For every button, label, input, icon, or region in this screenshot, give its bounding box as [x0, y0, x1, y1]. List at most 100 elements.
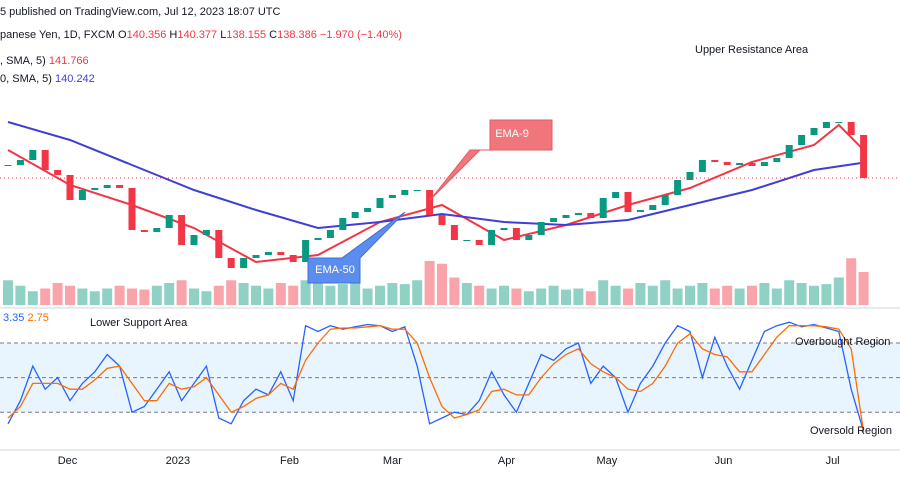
volume-bar — [709, 288, 720, 305]
candle — [78, 190, 86, 200]
volume-bar — [300, 280, 311, 305]
volume-bar — [251, 285, 261, 305]
volume-bar — [238, 283, 249, 305]
volume-bar — [102, 288, 113, 305]
candle — [773, 158, 781, 162]
volume-bar — [821, 284, 832, 305]
candle — [202, 230, 210, 235]
candle — [810, 128, 818, 135]
volume-bar — [15, 285, 26, 305]
volume-bar — [127, 288, 137, 305]
ohlc-header: panese Yen, 1D, FXCM O140.356 H140.377 L… — [0, 29, 402, 41]
volume-bar — [635, 283, 646, 305]
candle — [215, 230, 223, 258]
legend-name: 0, SMA, 5) — [0, 73, 52, 85]
volume-bar — [833, 277, 844, 305]
candle — [525, 235, 533, 240]
candle — [760, 162, 768, 166]
candle — [165, 215, 173, 228]
x-tick-label: Jul — [826, 455, 840, 467]
volume-bar — [759, 283, 770, 305]
stoch-line — [7, 325, 865, 433]
callout-box — [307, 211, 406, 284]
ema-line — [7, 121, 864, 230]
volume-bar — [362, 288, 373, 305]
volume-bar — [412, 280, 423, 305]
candle — [289, 255, 297, 262]
candle — [240, 258, 248, 268]
callout-ema50: EMA-50 — [307, 211, 406, 284]
candle — [550, 218, 558, 222]
candle — [178, 215, 186, 245]
candle — [153, 228, 161, 232]
candle — [314, 238, 322, 240]
candle — [401, 190, 409, 195]
candle — [612, 192, 620, 198]
annotation: Overbought Region — [795, 336, 890, 348]
candle — [426, 190, 434, 215]
candle — [227, 258, 235, 268]
volume-bar — [598, 280, 609, 305]
volume-bar — [523, 291, 534, 305]
candle — [4, 165, 12, 166]
volume-bar — [114, 285, 125, 305]
legend-ema50: 0, SMA, 5) 140.242 — [0, 73, 95, 85]
volume-bar — [337, 284, 348, 305]
published: 5 published on TradingView.com, Jul 12, … — [0, 6, 281, 18]
x-tick-label: May — [597, 455, 618, 467]
volume-bar — [499, 285, 509, 305]
callout-text: EMA-9 — [495, 128, 529, 140]
candle — [488, 230, 496, 245]
candle — [835, 122, 843, 123]
annotation: Lower Support Area — [90, 317, 188, 329]
volume-bar — [437, 263, 447, 305]
candle — [277, 252, 285, 255]
close-value: 138.386 — [277, 29, 317, 41]
volume-bar — [263, 288, 274, 305]
x-tick-label: Apr — [498, 455, 515, 467]
volume-bar — [697, 283, 708, 305]
volume-bar — [858, 272, 869, 305]
ohlc-label: O — [118, 29, 127, 41]
ema-line — [7, 123, 865, 264]
candle — [413, 190, 421, 191]
candle — [252, 255, 260, 258]
volume-bar — [585, 291, 596, 305]
candle — [388, 195, 396, 198]
volume-bar — [784, 280, 795, 305]
candle — [475, 240, 483, 245]
candle — [822, 122, 830, 128]
volume-bar — [275, 283, 286, 305]
volume-bar — [424, 261, 435, 305]
x-tick-label: Dec — [58, 455, 78, 467]
volume-bar — [176, 280, 187, 305]
volume-bar — [573, 288, 584, 305]
volume-bar — [201, 291, 212, 305]
volume-bar — [189, 288, 199, 305]
candle — [698, 160, 706, 172]
high-value: 140.377 — [177, 29, 217, 41]
candle — [661, 195, 669, 205]
volume-bar — [52, 283, 63, 305]
candle — [264, 252, 272, 255]
volume-bar — [610, 285, 621, 305]
candle — [512, 228, 520, 240]
change: −1.970 (−1.40%) — [320, 29, 402, 41]
candle — [376, 198, 384, 208]
volume-bar — [288, 285, 299, 305]
candle — [128, 188, 136, 230]
volume-bar — [734, 288, 745, 305]
legend-name: , SMA, 5) — [0, 55, 46, 67]
volume-bar — [672, 288, 683, 305]
volume-bar — [511, 288, 522, 305]
open-value: 140.356 — [127, 29, 167, 41]
volume-bar — [151, 285, 162, 305]
ohlc-label: H — [169, 29, 177, 41]
candle — [636, 210, 644, 212]
candle — [860, 135, 868, 179]
ohlc-label: C — [269, 29, 277, 41]
volume-bar — [313, 283, 323, 305]
volume-bar — [399, 284, 410, 305]
